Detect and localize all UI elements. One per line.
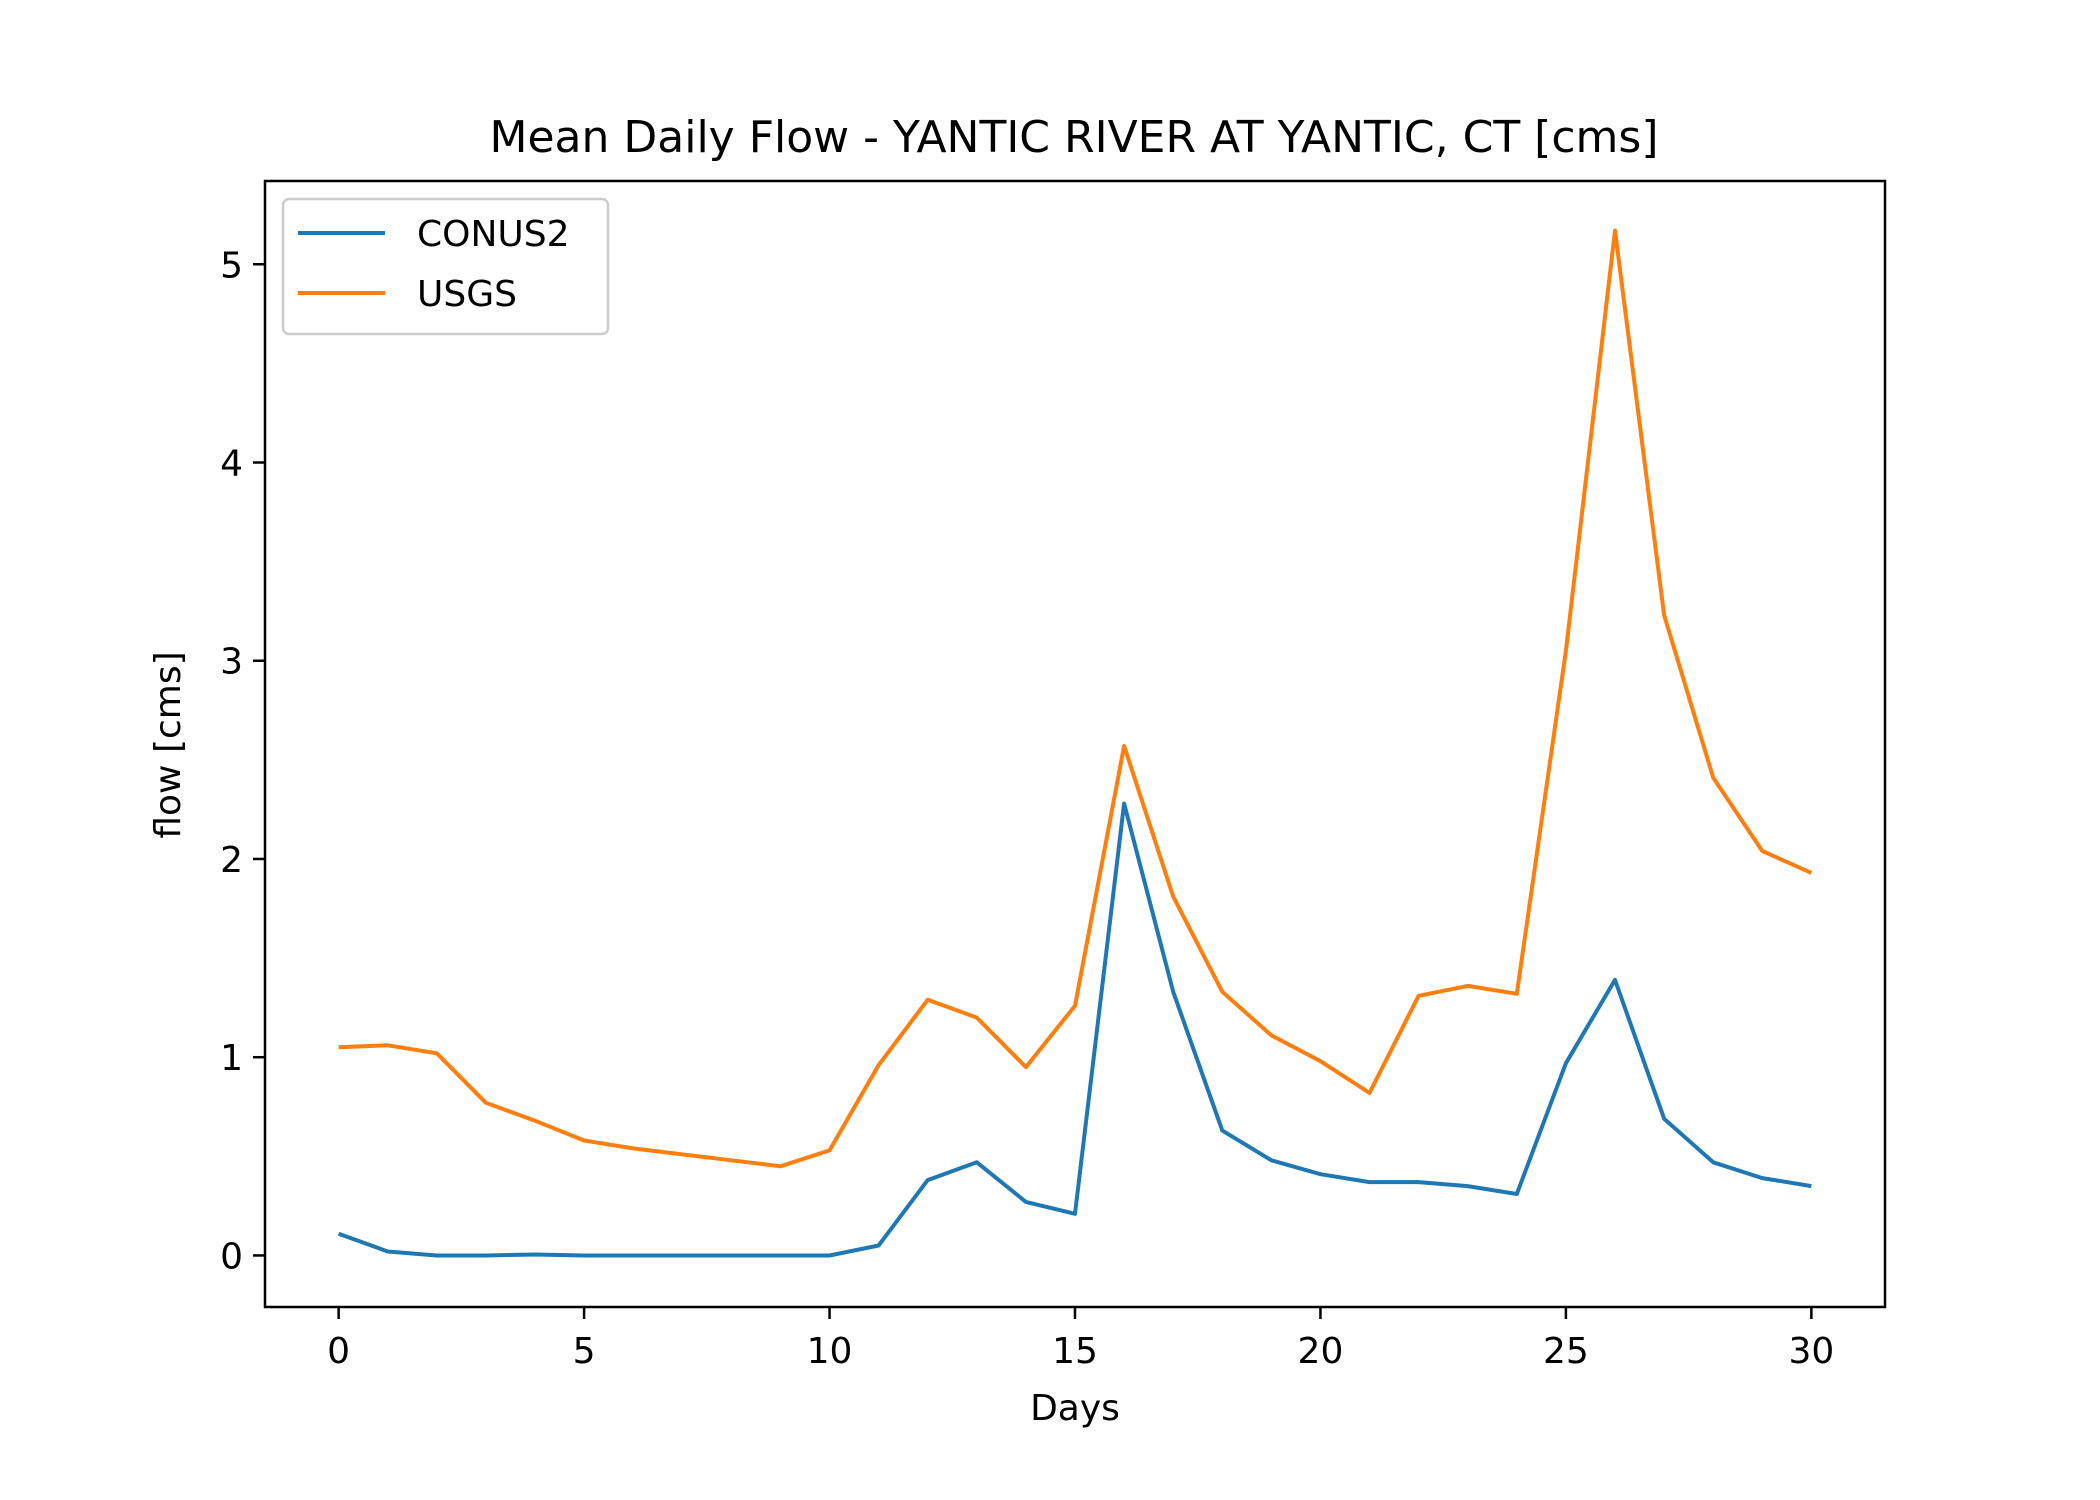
x-tick-label: 15 <box>1052 1331 1098 1372</box>
x-tick-label: 10 <box>807 1331 853 1372</box>
legend-label-conus2: CONUS2 <box>417 214 570 255</box>
x-tick-label: 5 <box>573 1331 596 1372</box>
chart-title: Mean Daily Flow - YANTIC RIVER AT YANTIC… <box>490 112 1659 163</box>
x-axis: 0 5 10 15 20 25 30 <box>327 1307 1834 1372</box>
y-tick-label: 0 <box>220 1236 243 1277</box>
series-line-conus2 <box>337 801 1812 1258</box>
y-tick-label: 2 <box>220 840 243 881</box>
x-tick-label: 0 <box>327 1331 350 1372</box>
y-tick-label: 4 <box>220 444 243 485</box>
y-axis-label: flow [cms] <box>148 651 189 838</box>
y-axis: 0 1 2 3 4 5 <box>220 245 265 1277</box>
x-tick-label: 20 <box>1298 1331 1344 1372</box>
legend-label-usgs: USGS <box>417 274 517 315</box>
x-tick-label: 30 <box>1788 1331 1834 1372</box>
y-tick-label: 1 <box>220 1038 243 1079</box>
x-axis-label: Days <box>1030 1388 1120 1429</box>
y-tick-label: 5 <box>220 245 243 286</box>
series-line-usgs <box>338 228 1813 1169</box>
x-tick-label: 25 <box>1543 1331 1589 1372</box>
y-tick-label: 3 <box>220 642 243 683</box>
series-layer <box>337 228 1813 1258</box>
legend: CONUS2 USGS <box>281 197 610 336</box>
